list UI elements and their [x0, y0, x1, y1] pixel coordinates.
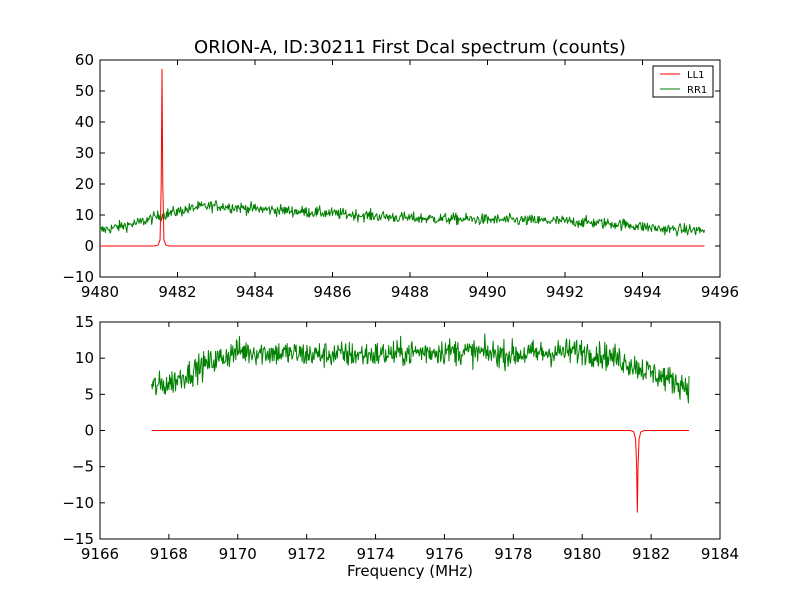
- top-axes: 9480 9482 9484 9486 9488 9490 9492 9494 9496 60 50…: [62, 51, 739, 301]
- series-line-rr1: [151, 333, 690, 404]
- x-tick-label: 9492: [546, 283, 584, 301]
- y-tick-label: 10: [75, 206, 94, 224]
- y-tick-label: 20: [75, 175, 94, 193]
- y-tick-label: 5: [84, 385, 94, 403]
- x-tick-label: 9174: [356, 545, 394, 563]
- x-tick-label: 9166: [81, 545, 119, 563]
- legend-frame: [652, 65, 714, 98]
- x-tick-label: 9490: [468, 283, 506, 301]
- x-tick-label: 9182: [632, 545, 670, 563]
- x-tick-label: 9180: [563, 545, 601, 563]
- x-tick-label: 9168: [150, 545, 188, 563]
- y-tick-label: 50: [75, 82, 94, 100]
- legend-label-ll1: LL1: [687, 70, 705, 81]
- y-tick-label: 0: [84, 422, 94, 440]
- y-tick-label: −5: [72, 458, 94, 476]
- chart-title: ORION-A, ID:30211 First Dcal spectrum (c…: [194, 37, 626, 58]
- y-tick-label: 15: [75, 313, 94, 331]
- bottom-axes-lines: [151, 333, 690, 513]
- bottom-axes: 9166 9168 9170 9172 9174 9176 9178 9180 9182 9184…: [62, 313, 739, 563]
- series-line-rr1: [99, 200, 705, 237]
- series-line-ll1: [100, 68, 705, 247]
- x-tick-label: 9494: [623, 283, 661, 301]
- bottom-axes-ticks: 9166 9168 9170 9172 9174 9176 9178 9180 9182 9184…: [62, 313, 739, 563]
- y-tick-label: 40: [75, 113, 94, 131]
- x-tick-label: 9496: [701, 283, 739, 301]
- x-tick-label: 9482: [158, 283, 196, 301]
- x-tick-label: 9172: [288, 545, 326, 563]
- x-tick-label: 9170: [219, 545, 257, 563]
- legend: LL1 RR1: [652, 65, 714, 98]
- y-tick-label: 60: [75, 51, 94, 69]
- x-tick-label: 9480: [81, 283, 119, 301]
- y-tick-label: 10: [75, 349, 94, 367]
- x-tick-label: 9184: [701, 545, 739, 563]
- series-line-ll1: [151, 430, 689, 513]
- x-tick-label: 9176: [425, 545, 463, 563]
- x-tick-label: 9488: [391, 283, 429, 301]
- y-tick-label: −10: [62, 494, 94, 512]
- y-tick-label: 30: [75, 144, 94, 162]
- y-tick-label: −15: [62, 530, 94, 548]
- x-tick-label: 9178: [494, 545, 532, 563]
- y-tick-label: 0: [84, 237, 94, 255]
- x-axis-label: Frequency (MHz): [347, 562, 473, 580]
- x-tick-label: 9486: [313, 283, 351, 301]
- x-tick-label: 9484: [236, 283, 274, 301]
- y-tick-label: −10: [62, 268, 94, 286]
- top-axes-lines: [99, 68, 705, 247]
- legend-label-rr1: RR1: [687, 85, 707, 96]
- top-axes-ticks: 9480 9482 9484 9486 9488 9490 9492 9494 9496 60 50…: [62, 51, 739, 301]
